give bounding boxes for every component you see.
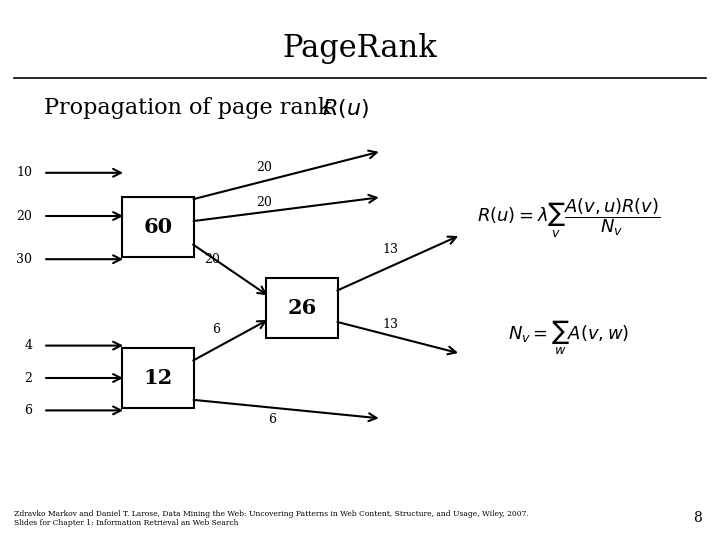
Text: 4: 4 — [24, 339, 32, 352]
Text: Slides for Chapter 1: Information Retrieval an Web Search: Slides for Chapter 1: Information Retrie… — [14, 519, 239, 526]
Text: 10: 10 — [17, 166, 32, 179]
Text: 13: 13 — [382, 243, 399, 256]
Text: 13: 13 — [382, 318, 399, 330]
Text: 6: 6 — [268, 413, 276, 427]
Text: 12: 12 — [144, 368, 173, 388]
Text: 60: 60 — [144, 217, 173, 237]
Text: $R(u)$: $R(u)$ — [322, 97, 369, 119]
Text: $R(u) = \lambda \sum_{v} \dfrac{A(v,u)R(v)}{N_v}$: $R(u) = \lambda \sum_{v} \dfrac{A(v,u)R(… — [477, 197, 660, 240]
Text: Zdravko Markov and Daniel T. Larose, Data Mining the Web: Uncovering Patterns in: Zdravko Markov and Daniel T. Larose, Dat… — [14, 510, 529, 518]
FancyBboxPatch shape — [266, 278, 338, 338]
Text: 6: 6 — [24, 404, 32, 417]
Text: $N_v = \sum_{w} A(v,w)$: $N_v = \sum_{w} A(v,w)$ — [508, 318, 629, 357]
Text: 20: 20 — [256, 196, 273, 210]
Text: 8: 8 — [693, 511, 702, 525]
Text: Propagation of page rank: Propagation of page rank — [43, 97, 331, 119]
FancyBboxPatch shape — [122, 197, 194, 256]
Text: PageRank: PageRank — [283, 33, 437, 64]
Text: 20: 20 — [17, 210, 32, 222]
Text: 6: 6 — [212, 323, 220, 336]
Text: 20: 20 — [204, 253, 220, 266]
FancyBboxPatch shape — [122, 348, 194, 408]
Text: 20: 20 — [256, 161, 273, 174]
Text: 2: 2 — [24, 372, 32, 384]
Text: 30: 30 — [17, 253, 32, 266]
Text: 26: 26 — [288, 298, 317, 318]
